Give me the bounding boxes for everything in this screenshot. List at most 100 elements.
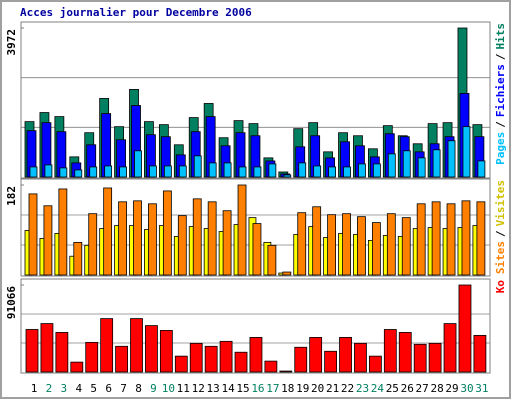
bar [447, 140, 456, 178]
bar [44, 164, 53, 178]
x-tick-label: 29 [445, 382, 458, 395]
x-tick-label: 9 [150, 382, 157, 395]
bar [446, 203, 456, 276]
bar [402, 150, 411, 178]
bar [85, 341, 99, 373]
bar [253, 166, 262, 178]
bar [163, 165, 172, 178]
x-tick-label: 24 [371, 382, 385, 395]
x-tick-label: 11 [177, 382, 190, 395]
x-tick-label: 22 [341, 382, 354, 395]
bar [55, 332, 69, 373]
bar [417, 157, 426, 178]
bar [294, 346, 308, 373]
bar [28, 193, 38, 276]
bar [371, 222, 381, 276]
bar [40, 323, 54, 373]
bar [119, 166, 127, 178]
bar [133, 200, 142, 276]
bar [476, 201, 486, 276]
bar [238, 166, 247, 178]
legend-entry: Sites [494, 241, 507, 274]
bar [189, 342, 203, 373]
bar [401, 217, 411, 276]
x-tick-label: 18 [281, 382, 294, 395]
bar [193, 155, 202, 178]
legend-entry: Visites [494, 180, 507, 226]
x-tick-label: 4 [75, 382, 82, 395]
x-tick-label: 30 [460, 382, 473, 395]
bar [204, 345, 218, 373]
y-tick-label: 3972 [5, 29, 18, 56]
x-tick-label: 2 [46, 382, 53, 395]
bar [268, 163, 277, 178]
bar [416, 203, 426, 276]
x-tick-label: 1 [31, 382, 38, 395]
bar [339, 337, 352, 373]
x-tick-label: 12 [192, 382, 205, 395]
x-tick-label: 28 [430, 382, 443, 395]
bar [237, 184, 247, 276]
bar [383, 329, 397, 373]
bar [29, 166, 38, 178]
y-tick-label: 182 [5, 186, 18, 206]
bar [59, 167, 68, 178]
x-tick-label: 31 [475, 382, 488, 395]
bar [178, 165, 187, 178]
bar [358, 163, 366, 178]
x-tick-label: 13 [207, 382, 220, 395]
bar [25, 329, 39, 373]
legend-separator: / [494, 121, 507, 128]
bar [461, 200, 471, 276]
bar [368, 355, 382, 373]
x-tick-label: 21 [326, 382, 339, 395]
x-tick-label: 20 [311, 382, 324, 395]
bar [223, 162, 232, 178]
bar [313, 165, 322, 178]
bar [462, 126, 471, 178]
bar [267, 244, 277, 276]
bar [70, 361, 84, 373]
x-tick-label: 8 [135, 382, 142, 395]
bar [88, 213, 98, 276]
chart-title: Acces journalier pour Decembre 2006 [20, 6, 252, 19]
x-tick-label: 27 [416, 382, 429, 395]
bar [372, 163, 381, 178]
bar [234, 351, 248, 373]
bar [118, 201, 127, 276]
bar [192, 198, 202, 276]
bar [89, 166, 98, 178]
x-tick-label: 14 [221, 382, 235, 395]
x-tick-label: 15 [236, 382, 249, 395]
bar [327, 214, 337, 276]
bar [398, 332, 412, 373]
legend-separator: / [494, 53, 507, 60]
bar [219, 340, 233, 373]
x-tick-label: 26 [401, 382, 414, 395]
bar [252, 223, 262, 276]
bar [443, 323, 457, 373]
bar [115, 345, 128, 373]
legend-entry: Fichiers [494, 64, 507, 117]
bar [130, 318, 143, 373]
bar [428, 342, 442, 373]
legend: Sites / Visites [494, 180, 507, 274]
bar [354, 342, 367, 373]
bar [208, 162, 217, 178]
bar [298, 162, 307, 178]
bar [159, 330, 173, 373]
x-tick-label: 25 [386, 382, 399, 395]
legend-entry: Hits [494, 23, 507, 50]
bar [473, 335, 487, 373]
bar [58, 188, 68, 276]
bar [328, 166, 337, 178]
bar [309, 337, 323, 373]
x-tick-label: 5 [90, 382, 97, 395]
bar [174, 355, 188, 373]
bar [312, 206, 322, 276]
bar [207, 201, 217, 276]
bar [145, 325, 158, 373]
bar [103, 187, 113, 276]
bar [264, 360, 278, 373]
